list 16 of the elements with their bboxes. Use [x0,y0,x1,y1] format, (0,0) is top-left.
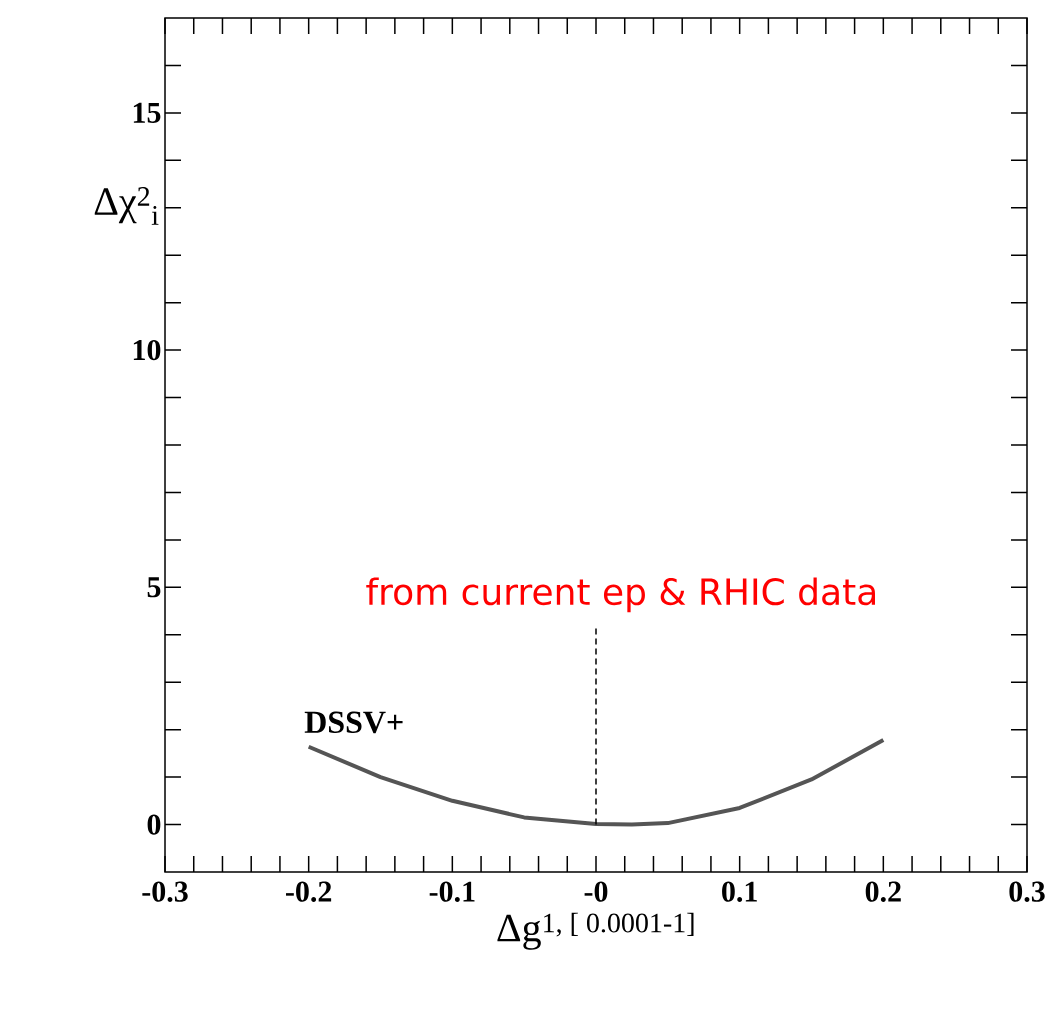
x-tick-label: -0.1 [429,881,475,902]
x-tick-label: 0.3 [1009,881,1045,902]
y-tick-label: 10 [133,339,161,361]
annotation: from current ep & RHIC data [366,577,875,613]
y-tick-label: 15 [133,102,161,123]
x-tick-label: -0.3 [142,881,188,902]
x-tick-label: 0.1 [722,881,757,902]
series-label: DSSV+ [304,711,403,734]
y-axis-title: Δχ$^{2}$i [94,187,159,225]
y-tick-label: 5 [147,577,161,598]
x-axis-title: Δg$^{1, [ 0.0001-1]}$ [497,912,694,950]
line-series [306,738,886,827]
y-tick-label: 0 [147,814,161,835]
x-tick-label: 0.2 [865,881,901,902]
x-tick-label: -0 [584,881,608,902]
x-tick-label: -0.2 [286,881,332,902]
